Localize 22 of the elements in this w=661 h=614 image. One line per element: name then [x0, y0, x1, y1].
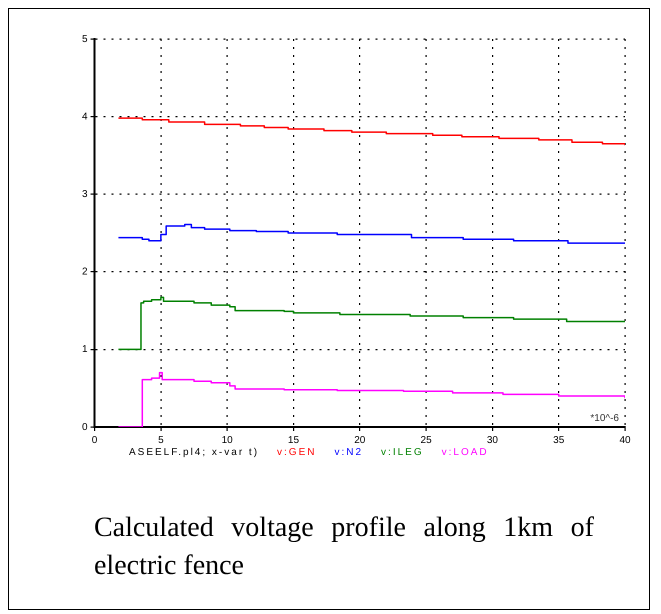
text: v:LOAD [442, 447, 489, 458]
x-tick-label: 35 [553, 434, 565, 446]
x-tick-label: 30 [486, 434, 498, 446]
y-tick-label: 1 [82, 344, 88, 356]
text: Calculated voltage profile along 1km of electric fence [94, 511, 594, 583]
x-tick-label: 20 [354, 434, 366, 446]
x-tick-label: 5 [158, 434, 164, 446]
x-tick-label: 40 [619, 434, 631, 446]
annotation: *10^-6 [590, 412, 620, 424]
text: v:GEN [277, 447, 316, 458]
text: ASEELF.pl4; x-var t) [129, 447, 260, 458]
text: v:N2 [334, 447, 364, 458]
x-tick-label: 10 [222, 434, 234, 446]
y-tick-label: 3 [82, 188, 88, 200]
text: v:ILEG [381, 447, 424, 458]
y-tick-label: 2 [82, 266, 88, 278]
y-tick-label: 5 [82, 34, 88, 45]
x-tick-label: 0 [92, 434, 98, 446]
x-tick-label: 15 [288, 434, 300, 446]
x-tick-label: 25 [420, 434, 432, 446]
y-tick-label: 4 [82, 111, 88, 122]
y-tick-label: 0 [82, 422, 88, 433]
